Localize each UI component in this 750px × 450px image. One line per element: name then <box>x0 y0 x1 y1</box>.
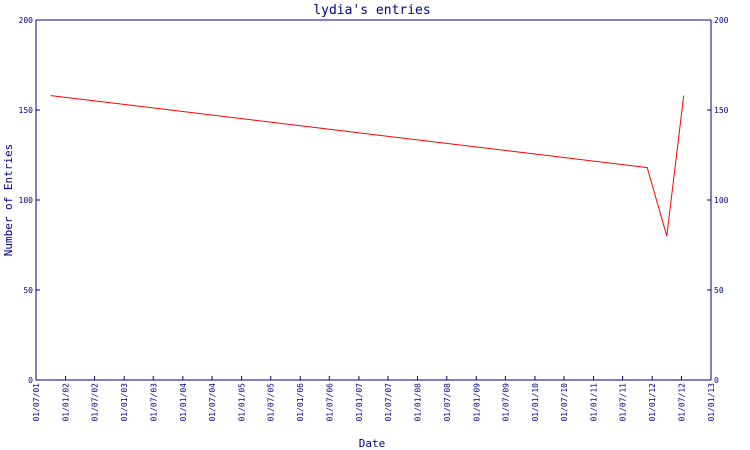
y-tick-label-right: 0 <box>714 376 719 385</box>
x-tick-label: 01/01/04 <box>179 383 188 422</box>
x-tick-label: 01/07/04 <box>208 383 217 422</box>
x-tick-label: 01/07/02 <box>91 383 100 422</box>
x-tick-label: 01/07/03 <box>149 383 158 422</box>
x-tick-label: 01/07/10 <box>560 383 569 422</box>
x-tick-label: 01/01/10 <box>531 383 540 422</box>
x-tick-label: 01/01/13 <box>707 383 716 422</box>
series-layer <box>50 95 685 237</box>
x-tick-label: 01/01/03 <box>120 383 129 422</box>
y-tick-label-left: 150 <box>19 106 34 115</box>
y-tick-label-left: 100 <box>19 196 34 205</box>
x-tick-label: 01/01/06 <box>296 383 305 422</box>
x-tick-label: 01/01/11 <box>590 383 599 422</box>
x-tick-label: 01/01/07 <box>355 383 364 422</box>
x-tick-label: 01/07/09 <box>501 383 510 422</box>
x-axis-title: Date <box>359 437 386 450</box>
x-tick-label: 01/07/11 <box>619 383 628 422</box>
x-tick-label: 01/07/06 <box>325 383 334 422</box>
x-tick-label: 01/01/02 <box>62 383 71 422</box>
series-line <box>50 95 685 237</box>
y-tick-label-right: 150 <box>714 106 729 115</box>
x-tick-label: 01/01/12 <box>648 383 657 422</box>
y-ticks: 0 0 50 50 100 100 150 150 200 200 <box>19 16 729 385</box>
x-tick-label: 01/01/08 <box>414 383 423 422</box>
y-tick-label-right: 200 <box>714 16 729 25</box>
y-tick-label-right: 50 <box>714 286 724 295</box>
x-ticks: 01/07/01 01/01/02 01/07/02 01/01/03 01/07/03… <box>32 376 716 422</box>
x-tick-label: 01/01/09 <box>472 383 481 422</box>
y-axis-title: Number of Entries <box>2 144 15 257</box>
y-tick-label-left: 200 <box>19 16 34 25</box>
x-tick-label: 01/07/12 <box>677 383 686 422</box>
x-tick-label: 01/07/05 <box>267 383 276 422</box>
x-tick-label: 01/01/05 <box>238 383 247 422</box>
y-tick-label-left: 0 <box>28 376 33 385</box>
chart-title: lydia's entries <box>313 3 430 18</box>
x-tick-label: 01/07/07 <box>384 383 393 422</box>
x-tick-label: 01/07/08 <box>443 383 452 422</box>
x-tick-label: 01/07/01 <box>32 383 41 422</box>
y-tick-label-left: 50 <box>23 286 33 295</box>
y-tick-label-right: 100 <box>714 196 729 205</box>
